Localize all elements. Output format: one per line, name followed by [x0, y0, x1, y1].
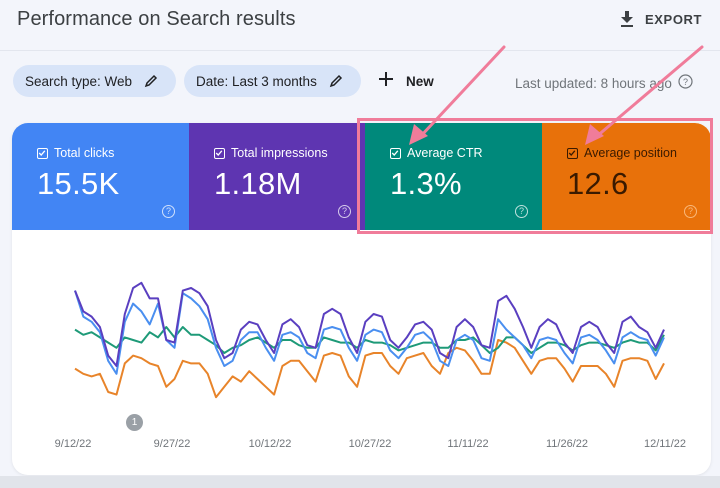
series-line-average-position: [74, 339, 665, 399]
download-icon: [618, 9, 636, 29]
new-label: New: [406, 74, 434, 89]
help-icon[interactable]: ?: [162, 205, 175, 218]
series-line-total-clicks: [74, 290, 665, 375]
header: Performance on Search results EXPORT: [0, 0, 720, 51]
checkbox-checked-icon[interactable]: [390, 147, 401, 159]
date-filter-chip[interactable]: Date: Last 3 months: [184, 65, 361, 97]
search-type-filter-chip[interactable]: Search type: Web: [13, 65, 176, 97]
page-title: Performance on Search results: [17, 8, 296, 30]
metric-card-total-impressions[interactable]: Total impressions 1.18M ?: [189, 123, 365, 230]
series-line-average-ctr: [74, 326, 665, 354]
last-updated-status: Last updated: 8 hours ago ?: [515, 74, 693, 92]
metric-label: Total impressions: [231, 146, 328, 160]
edit-pencil-icon[interactable]: [144, 74, 158, 88]
x-axis-tick-label: 10/12/22: [248, 438, 292, 450]
help-icon[interactable]: ?: [684, 205, 697, 218]
export-label: EXPORT: [645, 11, 703, 27]
new-filter-button[interactable]: New: [378, 71, 434, 92]
last-updated-text: Last updated: 8 hours ago: [515, 75, 672, 91]
export-button[interactable]: EXPORT: [618, 8, 702, 30]
edit-pencil-icon[interactable]: [329, 74, 343, 88]
metric-value: 12.6: [567, 166, 629, 201]
metric-value: 1.18M: [214, 166, 302, 201]
filter-bar: Search type: Web Date: Last 3 months New…: [0, 64, 720, 100]
checkbox-checked-icon[interactable]: [214, 147, 225, 159]
metric-value: 1.3%: [390, 166, 462, 201]
x-axis-tick-label: 12/11/22: [643, 438, 687, 450]
checkbox-checked-icon[interactable]: [37, 147, 48, 159]
x-axis-tick-label: 11/26/22: [545, 438, 589, 450]
plus-icon: [378, 71, 394, 92]
date-label: Date: Last 3 months: [196, 73, 317, 89]
metric-label: Total clicks: [54, 146, 115, 160]
performance-panel: Total clicks 15.5K ? Total impressions 1…: [12, 123, 711, 475]
help-icon[interactable]: ?: [678, 74, 693, 92]
metric-cards: Total clicks 15.5K ? Total impressions 1…: [12, 123, 711, 230]
bottom-edge: [0, 476, 720, 488]
help-icon[interactable]: ?: [515, 205, 528, 218]
metric-card-average-ctr[interactable]: Average CTR 1.3% ?: [365, 123, 542, 230]
svg-text:?: ?: [683, 77, 688, 87]
x-axis-tick-label: 10/27/22: [348, 438, 392, 450]
checkbox-checked-icon[interactable]: [567, 147, 578, 159]
metric-value: 15.5K: [37, 166, 120, 201]
x-axis-tick-label: 11/11/22: [447, 438, 489, 450]
x-axis-tick-label: 9/12/22: [54, 438, 92, 450]
metric-label: Average CTR: [407, 146, 483, 160]
annotation-marker[interactable]: 1: [126, 414, 143, 431]
metric-card-average-position[interactable]: Average position 12.6 ?: [542, 123, 711, 230]
search-type-label: Search type: Web: [25, 73, 133, 89]
x-axis-tick-label: 9/27/22: [153, 438, 191, 450]
metric-card-total-clicks[interactable]: Total clicks 15.5K ?: [12, 123, 189, 230]
metric-label: Average position: [584, 146, 677, 160]
series-line-total-impressions: [74, 281, 665, 367]
performance-line-chart[interactable]: [12, 230, 711, 475]
help-icon[interactable]: ?: [338, 205, 351, 218]
